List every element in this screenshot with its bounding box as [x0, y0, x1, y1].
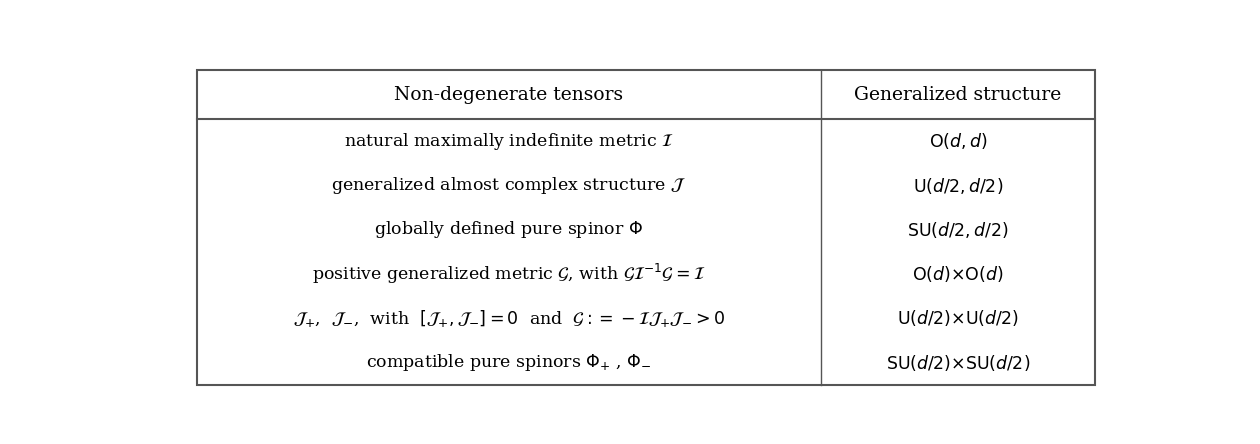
Text: positive generalized metric $\mathcal{G}$, with $\mathcal{G}\mathcal{I}^{-1}\mat: positive generalized metric $\mathcal{G}…	[312, 262, 706, 286]
Text: natural maximally indefinite metric $\mathcal{I}$: natural maximally indefinite metric $\ma…	[344, 131, 674, 152]
Text: generalized almost complex structure $\mathcal{J}$: generalized almost complex structure $\m…	[331, 175, 687, 196]
Text: $\mathrm{O}(d,d)$: $\mathrm{O}(d,d)$	[929, 131, 988, 151]
Text: $\mathrm{O}(d){\times}\mathrm{O}(d)$: $\mathrm{O}(d){\times}\mathrm{O}(d)$	[912, 264, 1004, 284]
Text: $\mathrm{U}(d/2){\times}\mathrm{U}(d/2)$: $\mathrm{U}(d/2){\times}\mathrm{U}(d/2)$	[897, 309, 1019, 329]
Text: globally defined pure spinor $\Phi$: globally defined pure spinor $\Phi$	[374, 219, 643, 240]
Text: $\mathrm{SU}(d/2){\times}\mathrm{SU}(d/2)$: $\mathrm{SU}(d/2){\times}\mathrm{SU}(d/2…	[886, 353, 1031, 373]
Text: $\mathcal{J}_{+}$,  $\mathcal{J}_{-}$,  with  $[\mathcal{J}_{+},\mathcal{J}_{-}]: $\mathcal{J}_{+}$, $\mathcal{J}_{-}$, wi…	[292, 308, 724, 329]
Text: $\mathrm{SU}(d/2,d/2)$: $\mathrm{SU}(d/2,d/2)$	[907, 220, 1008, 240]
Text: Non-degenerate tensors: Non-degenerate tensors	[394, 86, 624, 104]
Text: Generalized structure: Generalized structure	[854, 86, 1062, 104]
Text: $\mathrm{U}(d/2,d/2)$: $\mathrm{U}(d/2,d/2)$	[912, 175, 1003, 195]
Text: compatible pure spinors $\Phi_{+}$ , $\Phi_{-}$: compatible pure spinors $\Phi_{+}$ , $\P…	[367, 352, 651, 373]
